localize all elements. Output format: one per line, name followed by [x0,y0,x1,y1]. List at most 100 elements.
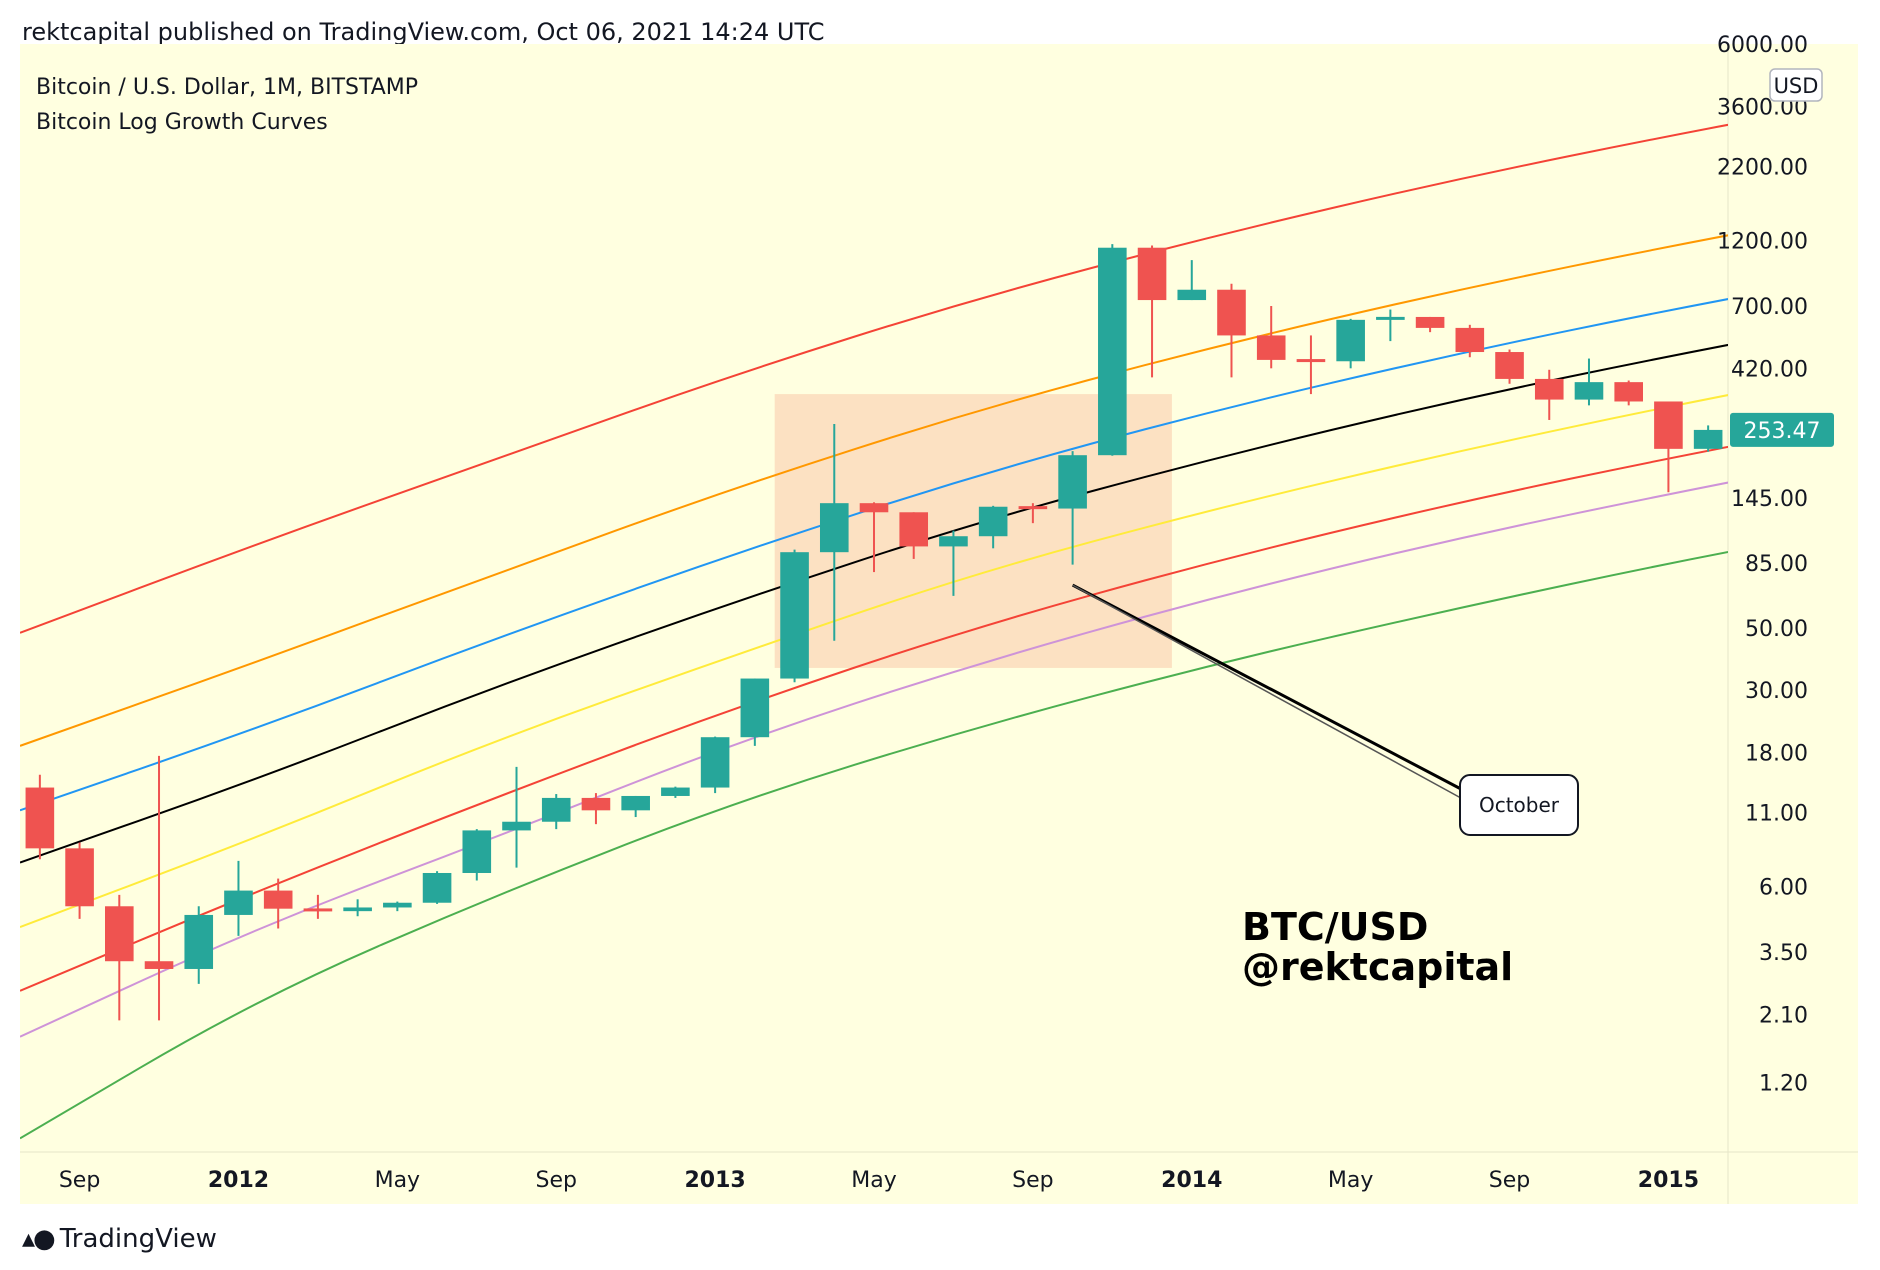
candle-2012-02[interactable] [263,878,293,929]
candle-body[interactable] [1376,316,1405,320]
candle-2011-10[interactable] [105,894,134,1021]
candle-2014-09[interactable] [1495,349,1524,384]
candle-2012-09[interactable] [541,794,571,830]
candle-body[interactable] [541,797,571,822]
candle-body[interactable] [1336,319,1365,362]
candle-body[interactable] [621,795,650,811]
candle-body[interactable] [1177,289,1207,301]
candle-body[interactable] [1614,382,1643,402]
candle-2012-01[interactable] [224,860,253,936]
candle-body[interactable] [1574,382,1604,400]
candle-body[interactable] [1296,359,1326,363]
candle-2013-10[interactable] [1058,451,1087,565]
currency-badge-label[interactable]: USD [1774,74,1819,98]
candle-body[interactable] [859,503,889,513]
candle-2013-04[interactable] [819,424,849,641]
candle-body[interactable] [978,506,1008,537]
candle-body[interactable] [740,678,770,738]
candle-2014-03[interactable] [1256,306,1286,369]
price-axis-ticks[interactable]: 6000.003600.002200.001200.00700.00420.00… [1717,33,1808,1097]
candle-body[interactable] [581,797,611,811]
candle-2013-02[interactable] [740,678,770,746]
candle-2013-11[interactable] [1098,244,1127,456]
candle-body[interactable] [899,512,929,547]
candle-body[interactable] [303,908,333,912]
candle-2012-12[interactable] [661,786,690,798]
candle-2014-08[interactable] [1455,324,1485,358]
candle-body[interactable] [780,552,809,679]
candle-body[interactable] [184,914,214,969]
candle-body[interactable] [1654,401,1683,449]
candle-body[interactable] [25,787,55,849]
candle-2011-09[interactable] [65,842,94,919]
candle-2013-07[interactable] [939,530,968,596]
candle-2014-02[interactable] [1217,283,1246,378]
candle-body[interactable] [1137,247,1167,301]
candle-2015-01[interactable] [1654,401,1683,493]
candle-body[interactable] [1534,378,1564,400]
tradingview-logo[interactable]: ▴● TradingView [22,1224,217,1254]
price-tick-label: 2200.00 [1717,155,1808,180]
candle-body[interactable] [1415,316,1445,328]
candle-2013-09[interactable] [1018,503,1048,524]
candle-body[interactable] [383,902,412,908]
candle-body[interactable] [144,961,174,969]
candle-body[interactable] [502,821,531,831]
candle-2013-06[interactable] [899,512,929,559]
candle-body[interactable] [462,830,492,873]
candle-body[interactable] [1018,506,1048,510]
candle-2013-03[interactable] [780,549,809,683]
time-axis-ticks[interactable]: Sep 2012 May Sep 2013 May Sep 2014 May Sep 2015 [59,1168,1699,1193]
candle-2013-01[interactable] [700,736,730,794]
candle-body[interactable] [1693,429,1723,449]
candle-2011-11[interactable] [144,755,174,1021]
candle-2014-07[interactable] [1415,316,1445,333]
candle-body[interactable] [1058,455,1087,509]
candle-body[interactable] [224,890,253,915]
candle-2012-05[interactable] [383,901,412,912]
candle-2014-05[interactable] [1336,318,1365,369]
candle-2013-05[interactable] [859,502,889,573]
candle-body[interactable] [422,872,452,903]
annotation-group[interactable]: October [1071,583,1579,836]
candle-body[interactable] [1495,352,1524,379]
candle-2012-08[interactable] [502,766,531,868]
annotation-box[interactable] [1459,774,1579,836]
annotation-label[interactable]: October [1479,793,1560,817]
candle-body[interactable] [263,890,293,909]
candle-2012-10[interactable] [581,793,611,825]
candle-2011-08[interactable] [25,774,55,860]
candle-2013-12[interactable] [1137,245,1167,378]
candle-body[interactable] [1217,289,1246,336]
candle-body[interactable] [105,906,134,962]
candle-body[interactable] [700,737,730,788]
currency-badge[interactable]: USD [1769,68,1823,102]
candle-2013-08[interactable] [978,505,1008,549]
candle-2012-03[interactable] [303,894,333,919]
candle-2014-01[interactable] [1177,260,1207,301]
candle-2012-06[interactable] [422,871,452,904]
candle-2015-02[interactable] [1693,425,1723,452]
candle-2012-11[interactable] [621,795,650,818]
candle-2011-12[interactable] [184,906,214,984]
candle-2012-07[interactable] [462,829,492,881]
candle-body[interactable] [1455,327,1485,353]
growth-curve-6 [20,298,1728,812]
candle-2014-12[interactable] [1614,380,1643,406]
candle-2014-06[interactable] [1376,309,1405,342]
candle-body[interactable] [343,907,372,912]
candle-body[interactable] [819,503,849,553]
candle-body[interactable] [661,787,690,796]
candle-2012-04[interactable] [343,899,372,917]
price-tick-label: 6.00 [1759,875,1808,900]
candle-2014-10[interactable] [1534,369,1564,420]
candle-body[interactable] [1098,247,1127,456]
candle-body[interactable] [1256,335,1286,360]
candle-body[interactable] [65,848,94,907]
candle-2014-04[interactable] [1296,335,1326,395]
candle-2014-11[interactable] [1574,358,1604,406]
candle-body[interactable] [939,536,968,547]
candles-group[interactable] [25,244,1723,1021]
currency-badge-box[interactable] [1769,68,1823,102]
